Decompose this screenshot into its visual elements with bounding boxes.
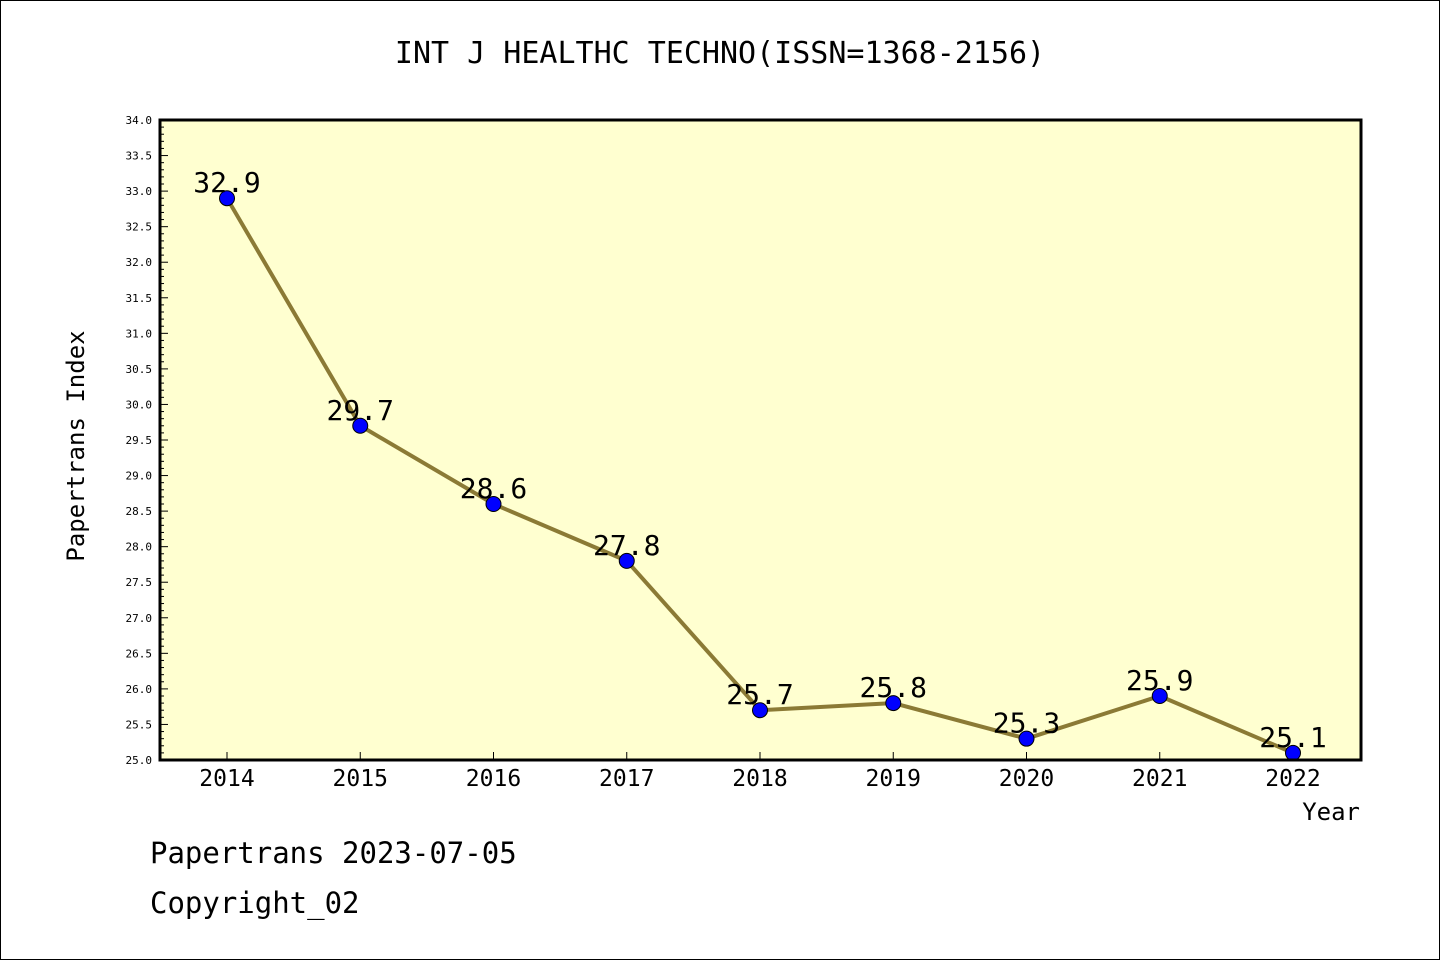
y-tick-label: 34.0 xyxy=(126,114,153,127)
y-tick-label: 33.0 xyxy=(126,185,153,198)
y-tick-label: 31.0 xyxy=(126,327,153,340)
data-label: 28.6 xyxy=(460,472,527,505)
y-tick-label: 28.0 xyxy=(126,541,153,554)
data-point xyxy=(219,190,235,207)
data-point xyxy=(1151,688,1168,704)
data-point xyxy=(752,702,768,719)
x-tick-label: 2015 xyxy=(333,766,388,792)
footer-date: Papertrans 2023-07-05 xyxy=(150,836,517,870)
data-label: 25.9 xyxy=(1126,664,1193,697)
data-label: 27.8 xyxy=(593,529,660,562)
x-axis-ticks: 2014 2015 2016 2017 2018 2019 2020 2021 2022 xyxy=(199,752,1321,792)
y-tick-label: 27.5 xyxy=(126,576,153,589)
data-point xyxy=(618,552,635,569)
data-point xyxy=(485,496,502,512)
data-label: 25.3 xyxy=(993,707,1060,740)
y-axis-label: Papertrans Index xyxy=(62,330,90,561)
data-point xyxy=(1018,730,1035,747)
x-tick-label: 2019 xyxy=(866,766,921,792)
x-tick-label: 2017 xyxy=(599,766,654,792)
data-point xyxy=(352,417,369,434)
y-tick-label: 25.0 xyxy=(126,754,153,767)
data-labels: 32.9 29.7 28.6 27.8 25.7 25.8 25.3 25.9 25.1 xyxy=(193,166,1326,754)
footer-copyright: Copyright_02 xyxy=(150,886,360,920)
y-tick-label: 32.5 xyxy=(126,221,153,234)
x-tick-label: 2016 xyxy=(466,766,521,792)
data-label: 25.8 xyxy=(860,671,927,704)
y-tick-label: 25.5 xyxy=(126,718,153,731)
data-label: 25.1 xyxy=(1259,721,1326,754)
x-tick-label: 2021 xyxy=(1132,766,1187,792)
y-tick-label: 27.0 xyxy=(126,612,153,625)
y-tick-label: 28.5 xyxy=(126,505,153,518)
y-tick-label: 30.0 xyxy=(126,398,153,411)
x-axis-label: Year xyxy=(1302,798,1360,826)
plot-border xyxy=(158,118,1363,762)
y-tick-label: 32.0 xyxy=(126,256,153,269)
y-axis-ticks: 25.0 25.5 26.0 26.5 27.0 27.5 28.0 28.5 29.0 29.5… xyxy=(126,114,168,767)
y-tick-label: 31.5 xyxy=(126,292,153,305)
x-tick-label: 2014 xyxy=(199,766,254,792)
chart-title: INT J HEALTHC TECHNO(ISSN=1368-2156) xyxy=(394,36,1046,71)
plot-area xyxy=(160,120,1361,760)
data-point xyxy=(885,695,902,712)
y-tick-label: 30.5 xyxy=(126,363,153,376)
y-tick-label: 26.0 xyxy=(126,683,153,696)
data-markers xyxy=(219,190,1301,761)
data-label: 32.9 xyxy=(193,166,260,199)
x-tick-label: 2020 xyxy=(999,766,1054,792)
x-tick-label: 2022 xyxy=(1265,766,1320,792)
y-tick-label: 33.5 xyxy=(126,150,153,163)
data-label: 29.7 xyxy=(327,394,394,427)
data-label: 25.7 xyxy=(726,678,793,711)
y-tick-label: 29.0 xyxy=(126,470,153,483)
y-tick-label: 26.5 xyxy=(126,647,153,660)
x-tick-label: 2018 xyxy=(732,766,787,792)
y-tick-label: 29.5 xyxy=(126,434,153,447)
